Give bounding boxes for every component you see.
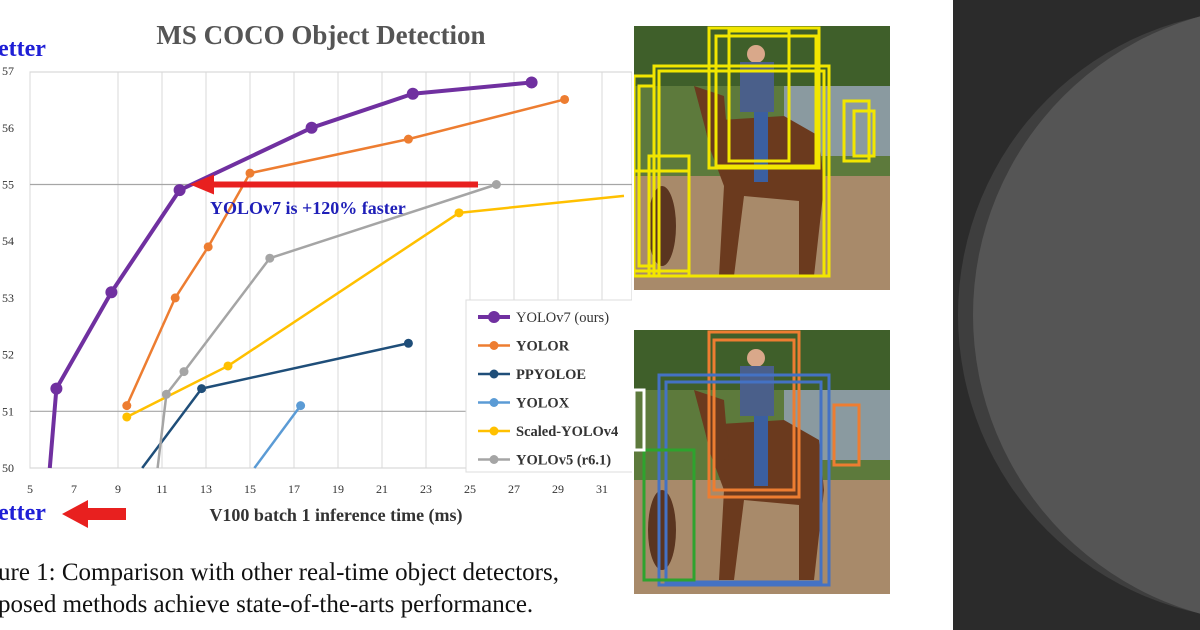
- y-tick-label: 56: [2, 121, 14, 135]
- series-line-1: [125, 98, 565, 407]
- series-point: [491, 180, 501, 189]
- detection-box: [637, 84, 656, 268]
- y-tick-label: 57: [2, 64, 14, 78]
- detection-box: [714, 34, 818, 168]
- chart-title: MS COCO Object Detection: [156, 20, 485, 50]
- detection-photo-bottom: [634, 330, 890, 594]
- legend-entry: YOLOv7 (ours): [516, 310, 609, 326]
- detection-box: [842, 99, 871, 163]
- detection-box: [634, 169, 691, 273]
- series-point: [170, 293, 180, 303]
- detection-box: [634, 388, 646, 452]
- x-tick-label: 5: [27, 482, 33, 496]
- series-line-5: [156, 183, 497, 469]
- decorative-circle: [958, 16, 1200, 614]
- series-point: [403, 134, 413, 144]
- series-line-0: [47, 80, 532, 469]
- y-tick-label: 53: [2, 291, 14, 305]
- series-point: [265, 253, 275, 263]
- detection-box: [707, 26, 821, 170]
- detection-box: [707, 330, 801, 499]
- legend-entry: YOLOv5 (r6.1): [516, 453, 611, 469]
- legend-swatch-marker: [489, 426, 499, 436]
- x-tick-label: 13: [200, 482, 212, 496]
- figure-caption: ure 1: Comparison with other real-time o…: [0, 557, 638, 621]
- legend-entry: PPYOLOE: [516, 367, 586, 383]
- detection-box: [712, 338, 796, 492]
- detection-box: [642, 448, 696, 582]
- series-point: [122, 401, 132, 411]
- series-point: [197, 384, 207, 394]
- series-point: [122, 412, 132, 422]
- series-point: [173, 184, 186, 197]
- series-point: [403, 338, 413, 348]
- better-arrow-shaft: [84, 508, 126, 520]
- legend-entry: YOLOX: [516, 396, 570, 412]
- series-point: [296, 401, 306, 411]
- annotation-text: YOLOv7 is +120% faster: [210, 198, 406, 218]
- horse-rider-scene-top: [634, 26, 890, 290]
- coco-chart: 50 51 52 53 54 55 56 57 5 7 9 11 13 15 17 19 21 23 25 27 29 3…: [0, 0, 632, 530]
- detection-box: [852, 109, 876, 158]
- better-label-bottom: etter: [0, 500, 46, 526]
- caption-line-2: posed methods achieve state-of-the-arts …: [0, 591, 534, 618]
- legend-entry: YOLOR: [516, 339, 570, 355]
- series-point: [179, 367, 189, 377]
- series-line-2: [141, 342, 409, 469]
- horse-rider-scene-bottom: [634, 330, 890, 594]
- x-tick-label: 11: [156, 482, 168, 496]
- x-tick-label: 15: [244, 482, 256, 496]
- x-tick-label: 25: [464, 482, 476, 496]
- x-tick-label: 23: [420, 482, 432, 496]
- series-point: [203, 242, 213, 252]
- detection-box: [727, 29, 791, 163]
- detection-box: [657, 373, 831, 587]
- legend-swatch-marker: [489, 455, 499, 464]
- legend-swatch-marker: [489, 369, 499, 379]
- x-tick-label: 17: [288, 482, 300, 496]
- series-point: [223, 361, 233, 371]
- series-point: [454, 208, 464, 218]
- decorative-dark-panel: [953, 0, 1200, 630]
- better-arrow-head: [62, 500, 88, 528]
- series-point: [161, 389, 171, 399]
- x-tick-label: 21: [376, 482, 388, 496]
- detection-photo-top: [634, 26, 890, 290]
- x-tick-label: 19: [332, 482, 344, 496]
- y-tick-label: 52: [2, 348, 14, 362]
- detection-box: [657, 69, 826, 278]
- series-point: [305, 121, 318, 134]
- series-point: [525, 76, 538, 89]
- series-point: [406, 87, 419, 100]
- series-point: [560, 94, 570, 104]
- x-tick-label: 9: [115, 482, 121, 496]
- legend-swatch-marker: [489, 398, 499, 407]
- x-axis-label: V100 batch 1 inference time (ms): [209, 505, 462, 526]
- legend-swatch-marker: [489, 341, 499, 350]
- y-tick-label: 51: [2, 404, 14, 418]
- legend-swatch-marker: [488, 311, 500, 323]
- series-line-3: [253, 404, 302, 469]
- series-point: [245, 168, 255, 178]
- x-tick-label: 27: [508, 482, 520, 496]
- series-point: [50, 382, 63, 395]
- series-line-4: [126, 194, 625, 419]
- y-tick-label: 50: [2, 461, 14, 475]
- caption-line-1: ure 1: Comparison with other real-time o…: [0, 559, 559, 586]
- detection-box: [832, 403, 861, 467]
- y-tick-label: 55: [2, 178, 14, 192]
- x-tick-label: 7: [71, 482, 77, 496]
- better-label-top: etter: [0, 36, 46, 62]
- legend-entry: Scaled-YOLOv4: [516, 424, 618, 440]
- y-tick-label: 54: [2, 234, 14, 248]
- series-point: [105, 286, 118, 299]
- x-tick-label: 31: [596, 482, 608, 496]
- x-tick-label: 29: [552, 482, 564, 496]
- detection-box: [664, 380, 823, 584]
- legend-box: [465, 299, 632, 473]
- faster-arrow-head: [190, 174, 214, 195]
